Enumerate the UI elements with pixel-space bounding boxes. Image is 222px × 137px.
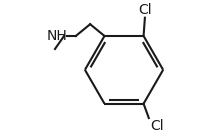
Text: Cl: Cl	[138, 3, 152, 17]
Text: Cl: Cl	[150, 119, 164, 133]
Text: NH: NH	[46, 29, 67, 43]
